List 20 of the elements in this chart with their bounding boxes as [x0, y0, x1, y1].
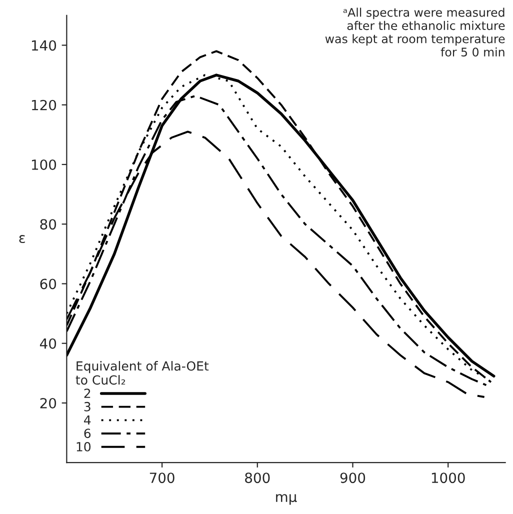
legend-label: 10	[76, 442, 91, 452]
legend-label: 4	[84, 415, 91, 425]
x-tick-label: 1000	[432, 472, 465, 484]
x-tick-label: 700	[150, 472, 174, 484]
y-tick-label: 140	[32, 40, 56, 51]
x-axis-title: mμ	[276, 494, 297, 505]
y-tick-label: 120	[32, 100, 56, 110]
y-tick-label: 60	[40, 278, 56, 290]
x-tick-label: 800	[245, 472, 270, 484]
annotation: ᵃAll spectra were measured after the ethanolic mixture was kept at room temperature for 5 0 min	[325, 8, 505, 57]
legend-title: Equivalent of Ala-OEt to CuCl₂	[76, 361, 209, 385]
y-tick-label: 20	[40, 398, 56, 408]
legend-label: 6	[84, 428, 91, 438]
legend-label: 3	[84, 402, 90, 412]
y-tick-label: 100	[32, 159, 56, 170]
y-tick-label: 40	[40, 338, 56, 349]
y-tick-label: 80	[40, 219, 56, 230]
legend-label: 2	[84, 388, 90, 398]
x-tick-label: 900	[340, 472, 366, 484]
y-axis-title: ε	[19, 235, 25, 244]
